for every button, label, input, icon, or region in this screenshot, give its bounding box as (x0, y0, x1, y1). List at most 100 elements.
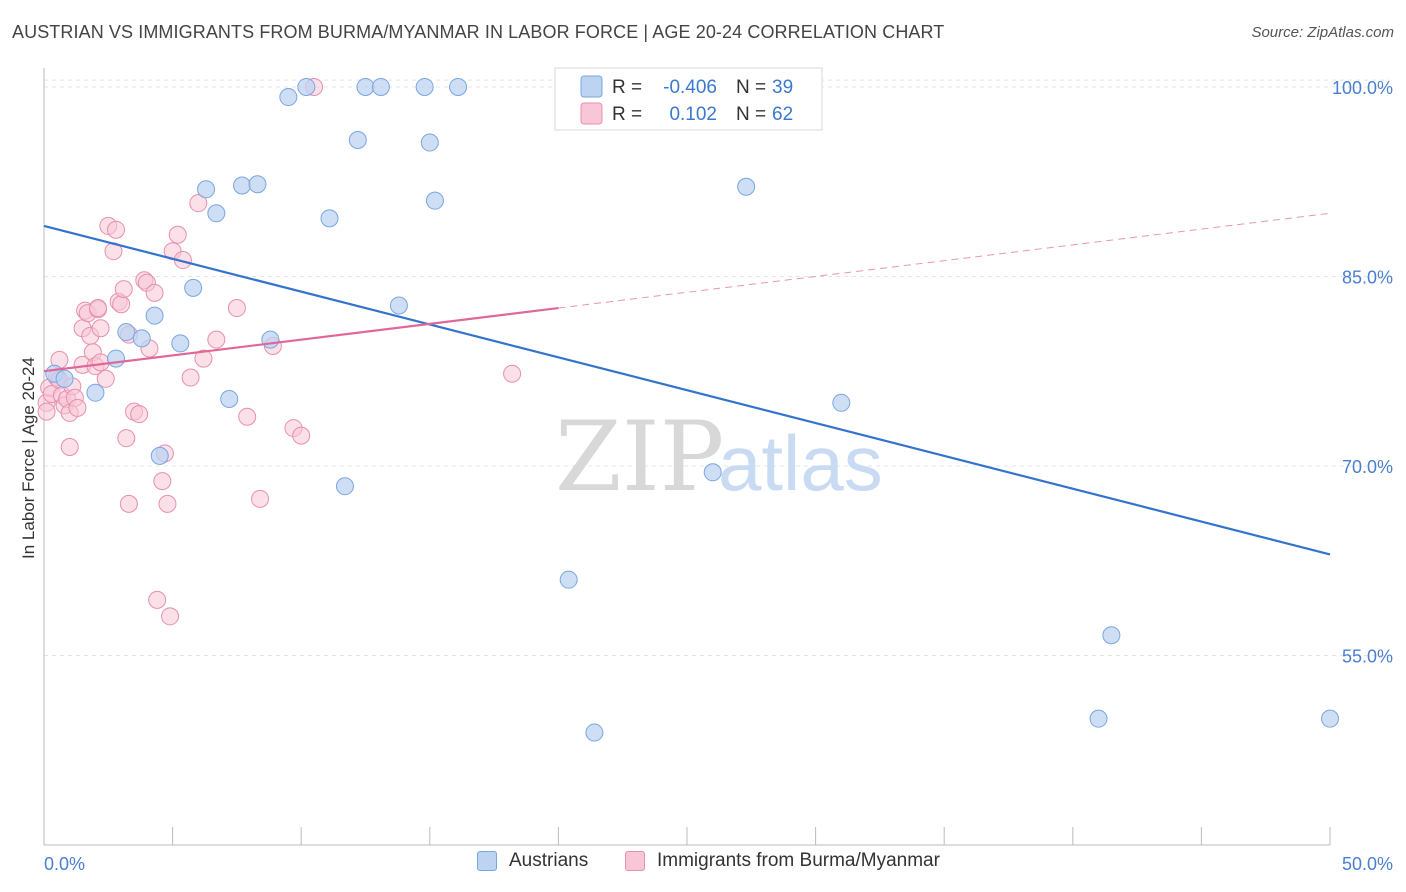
point-austrians (150, 446, 169, 465)
legend-n-value-2: 62 (772, 104, 793, 125)
point-burma (227, 299, 246, 318)
watermark-zip: ZIP (555, 401, 724, 513)
point-burma (145, 283, 164, 302)
point-burma (503, 364, 522, 383)
point-austrians (297, 77, 316, 96)
correlation-legend: R = -0.406 N = 39 R = 0.102 N = 62 (554, 67, 823, 131)
point-austrians (233, 176, 252, 195)
point-austrians (220, 390, 239, 409)
legend-n-label-1: N = (736, 77, 766, 98)
point-austrians (832, 393, 851, 412)
point-austrians (132, 329, 151, 348)
point-austrians (184, 278, 203, 297)
point-austrians (86, 383, 105, 402)
point-austrians (335, 477, 354, 496)
watermark: ZIP atlas (555, 401, 883, 513)
legend-swatch-burma-bottom (625, 851, 645, 871)
point-burma (238, 407, 257, 426)
point-austrians (585, 723, 604, 742)
source-label: Source: ZipAtlas.com (1251, 24, 1394, 41)
point-burma (91, 319, 110, 338)
point-austrians (356, 77, 375, 96)
y-axis-label: In Labor Force | Age 20-24 (19, 357, 38, 559)
legend-r-label-2: R = (612, 104, 642, 125)
legend-label-austrians: Austrians (509, 850, 589, 871)
series-legend: Austrians Immigrants from Burma/Myanmar (0, 850, 1406, 880)
point-burma (89, 299, 108, 318)
point-burma (158, 494, 177, 513)
point-austrians (371, 77, 390, 96)
point-burma (114, 280, 133, 299)
point-austrians (279, 88, 298, 107)
point-austrians (320, 209, 339, 228)
point-austrians (425, 191, 444, 210)
point-austrians (55, 369, 74, 388)
point-burma (112, 295, 131, 314)
legend-n-value-1: 39 (772, 77, 793, 98)
point-burma (91, 353, 110, 372)
point-burma (107, 220, 126, 239)
point-burma (130, 405, 149, 424)
y-tick-label: 70.0% (1342, 457, 1393, 477)
point-burma (181, 368, 200, 387)
point-austrians (261, 330, 280, 349)
trend-line-burma (43, 306, 559, 373)
point-burma (189, 194, 208, 213)
point-austrians (248, 175, 267, 194)
point-burma (68, 398, 87, 417)
point-burma (96, 369, 115, 388)
legend-r-label-1: R = (612, 77, 642, 98)
point-burma (119, 494, 138, 513)
point-austrians (1321, 709, 1339, 728)
legend-swatch-austrians (580, 75, 603, 98)
y-tick-label: 100.0% (1332, 78, 1393, 98)
point-austrians (1102, 626, 1121, 645)
legend-item-austrians: Austrians (477, 850, 588, 872)
point-austrians (420, 133, 439, 152)
point-austrians (207, 204, 226, 223)
point-burma (292, 426, 311, 445)
point-austrians (737, 177, 756, 196)
y-tick-labels: 55.0% 70.0% 85.0% 100.0% (1332, 78, 1393, 667)
point-burma (161, 607, 180, 626)
trend-line-austrians (43, 224, 1331, 556)
grid-lines (44, 79, 1390, 656)
point-burma (117, 429, 136, 448)
point-austrians (171, 334, 190, 353)
point-austrians (107, 349, 126, 368)
point-austrians (348, 131, 367, 150)
point-burma (168, 225, 187, 244)
point-burma (148, 590, 167, 609)
trend-lines (43, 212, 1331, 556)
point-burma (60, 438, 79, 457)
y-tick-label: 85.0% (1342, 267, 1393, 287)
point-austrians (197, 180, 216, 199)
legend-label-burma: Immigrants from Burma/Myanmar (657, 850, 940, 871)
y-tick-label: 55.0% (1342, 646, 1393, 666)
watermark-atlas: atlas (718, 419, 883, 507)
legend-r-value-1: -0.406 (663, 77, 717, 98)
legend-swatch-austrians-bottom (477, 851, 497, 871)
chart-title: AUSTRIAN VS IMMIGRANTS FROM BURMA/MYANMA… (12, 22, 945, 42)
point-austrians (449, 77, 468, 96)
point-burma (153, 472, 172, 491)
point-austrians (145, 306, 164, 325)
legend-r-value-2: 0.102 (669, 104, 717, 125)
point-burma (207, 330, 226, 349)
x-tick-label-min: 0.0% (44, 854, 85, 874)
point-burma (194, 349, 213, 368)
point-austrians (389, 296, 408, 315)
legend-item-burma: Immigrants from Burma/Myanmar (625, 850, 940, 872)
point-austrians (703, 463, 722, 482)
point-burma (251, 489, 270, 508)
legend-n-label-2: N = (736, 104, 766, 125)
legend-swatch-burma (580, 102, 603, 125)
point-austrians (415, 77, 434, 96)
x-ticks (172, 827, 1331, 845)
x-tick-label-max: 50.0% (1342, 854, 1393, 874)
point-austrians (1089, 709, 1108, 728)
point-austrians (117, 323, 136, 342)
point-burma (37, 402, 56, 421)
trend-line-burma-extension (558, 212, 1331, 309)
